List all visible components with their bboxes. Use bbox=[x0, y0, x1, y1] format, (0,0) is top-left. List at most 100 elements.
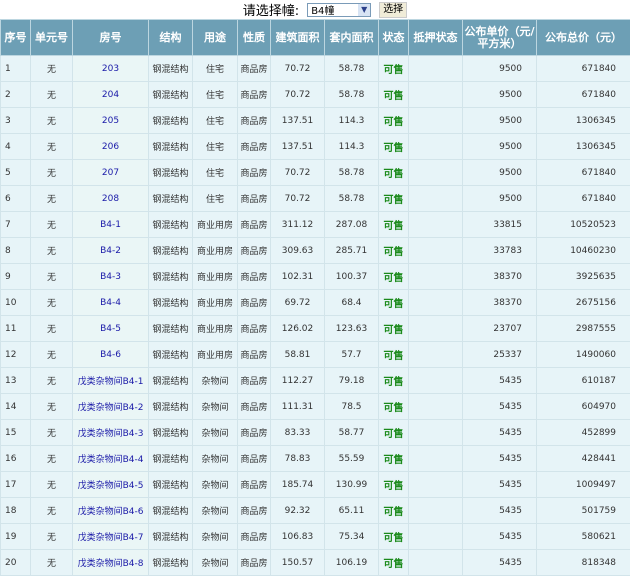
room-link[interactable]: 戊类杂物间B4-1 bbox=[73, 368, 149, 394]
table-cell: 住宅 bbox=[193, 160, 238, 186]
room-link[interactable]: B4-3 bbox=[73, 264, 149, 290]
table-cell: 住宅 bbox=[193, 108, 238, 134]
table-cell: 钢混结构 bbox=[149, 472, 193, 498]
table-cell: 114.3 bbox=[325, 134, 379, 160]
room-link[interactable]: 206 bbox=[73, 134, 149, 160]
table-cell: 70.72 bbox=[271, 56, 325, 82]
table-cell bbox=[409, 420, 463, 446]
table-cell: 111.31 bbox=[271, 394, 325, 420]
table-cell: 5435 bbox=[463, 524, 537, 550]
chevron-down-icon[interactable]: ▼ bbox=[358, 4, 370, 16]
table-cell: 2987555 bbox=[537, 316, 630, 342]
table-cell: 11 bbox=[1, 316, 31, 342]
table-cell: 68.4 bbox=[325, 290, 379, 316]
table-cell: 452899 bbox=[537, 420, 630, 446]
table-cell: 5435 bbox=[463, 498, 537, 524]
room-link[interactable]: 戊类杂物间B4-5 bbox=[73, 472, 149, 498]
table-cell: 3 bbox=[1, 108, 31, 134]
table-cell: 钢混结构 bbox=[149, 134, 193, 160]
room-link[interactable]: B4-1 bbox=[73, 212, 149, 238]
table-cell: 83.33 bbox=[271, 420, 325, 446]
table-cell: 58.78 bbox=[325, 186, 379, 212]
table-cell bbox=[409, 238, 463, 264]
table-cell: 20 bbox=[1, 550, 31, 576]
table-cell: 可售 bbox=[379, 316, 409, 342]
room-link[interactable]: 207 bbox=[73, 160, 149, 186]
table-cell: 商品房 bbox=[238, 238, 271, 264]
table-cell: 无 bbox=[31, 212, 73, 238]
table-cell: 无 bbox=[31, 264, 73, 290]
column-header: 套内面积 bbox=[325, 20, 379, 56]
room-link[interactable]: 戊类杂物间B4-4 bbox=[73, 446, 149, 472]
room-link[interactable]: B4-4 bbox=[73, 290, 149, 316]
table-cell: 79.18 bbox=[325, 368, 379, 394]
table-cell: 住宅 bbox=[193, 82, 238, 108]
table-cell bbox=[409, 446, 463, 472]
table-cell: 钢混结构 bbox=[149, 108, 193, 134]
table-cell: 商品房 bbox=[238, 394, 271, 420]
room-link[interactable]: B4-2 bbox=[73, 238, 149, 264]
table-cell: 1009497 bbox=[537, 472, 630, 498]
table-cell: 住宅 bbox=[193, 134, 238, 160]
table-cell: 可售 bbox=[379, 368, 409, 394]
table-cell bbox=[409, 498, 463, 524]
room-link[interactable]: 戊类杂物间B4-7 bbox=[73, 524, 149, 550]
table-cell: 可售 bbox=[379, 134, 409, 160]
table-cell: 15 bbox=[1, 420, 31, 446]
table-cell: 5435 bbox=[463, 420, 537, 446]
select-button[interactable]: 选择 bbox=[379, 2, 407, 18]
table-cell: 钢混结构 bbox=[149, 212, 193, 238]
column-header: 结构 bbox=[149, 20, 193, 56]
table-cell: 78.83 bbox=[271, 446, 325, 472]
room-link[interactable]: 戊类杂物间B4-6 bbox=[73, 498, 149, 524]
room-link[interactable]: B4-6 bbox=[73, 342, 149, 368]
table-cell: 1306345 bbox=[537, 134, 630, 160]
table-cell: 671840 bbox=[537, 160, 630, 186]
table-cell: 钢混结构 bbox=[149, 316, 193, 342]
table-cell: 商品房 bbox=[238, 420, 271, 446]
column-header: 建筑面积 bbox=[271, 20, 325, 56]
table-cell: 70.72 bbox=[271, 82, 325, 108]
table-cell: 2 bbox=[1, 82, 31, 108]
table-cell: 3925635 bbox=[537, 264, 630, 290]
table-cell: 309.63 bbox=[271, 238, 325, 264]
room-link[interactable]: 205 bbox=[73, 108, 149, 134]
table-cell: 818348 bbox=[537, 550, 630, 576]
room-link[interactable]: 208 bbox=[73, 186, 149, 212]
table-cell: 杂物间 bbox=[193, 498, 238, 524]
table-cell bbox=[409, 316, 463, 342]
table-cell: 无 bbox=[31, 472, 73, 498]
table-cell: 10460230 bbox=[537, 238, 630, 264]
table-cell: 商品房 bbox=[238, 342, 271, 368]
table-cell bbox=[409, 108, 463, 134]
room-link[interactable]: 204 bbox=[73, 82, 149, 108]
room-link[interactable]: 戊类杂物间B4-3 bbox=[73, 420, 149, 446]
building-select[interactable]: B4幢▼ bbox=[307, 3, 371, 17]
table-cell: 14 bbox=[1, 394, 31, 420]
table-cell: 钢混结构 bbox=[149, 498, 193, 524]
column-header: 单元号 bbox=[31, 20, 73, 56]
table-cell: 33783 bbox=[463, 238, 537, 264]
room-link[interactable]: 戊类杂物间B4-8 bbox=[73, 550, 149, 576]
table-cell: 钢混结构 bbox=[149, 290, 193, 316]
table-cell: 可售 bbox=[379, 212, 409, 238]
room-link[interactable]: B4-5 bbox=[73, 316, 149, 342]
room-link[interactable]: 戊类杂物间B4-2 bbox=[73, 394, 149, 420]
table-cell bbox=[409, 160, 463, 186]
table-cell: 5 bbox=[1, 160, 31, 186]
table-cell: 可售 bbox=[379, 420, 409, 446]
room-link[interactable]: 203 bbox=[73, 56, 149, 82]
table-cell: 9500 bbox=[463, 134, 537, 160]
table-cell bbox=[409, 368, 463, 394]
table-cell: 1306345 bbox=[537, 108, 630, 134]
table-cell: 106.19 bbox=[325, 550, 379, 576]
column-header: 公布总价（元） bbox=[537, 20, 630, 56]
table-cell: 可售 bbox=[379, 472, 409, 498]
table-cell: 无 bbox=[31, 56, 73, 82]
